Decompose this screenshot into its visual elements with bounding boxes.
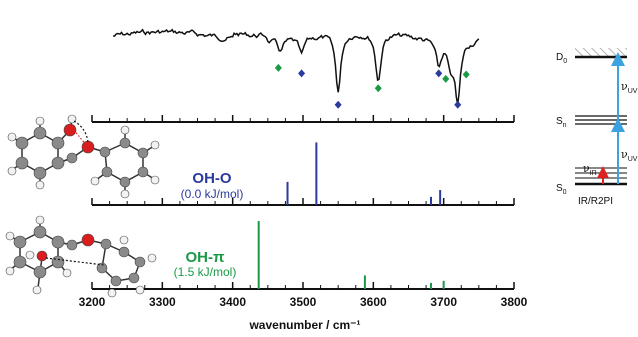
- conformer-oh-pi-label: OH-π: [186, 249, 225, 266]
- scheme-label: IR/R2PI: [578, 196, 613, 207]
- uv-arrow-lower: [611, 118, 625, 132]
- tick-label: 3200: [79, 295, 106, 309]
- molecule-oh-o-structure: [11, 119, 155, 193]
- calculated-stick-spectra: [257, 142, 445, 289]
- tick-label: 3600: [360, 295, 387, 309]
- assignment-marker-green: [274, 63, 282, 72]
- assignment-marker-blue: [298, 69, 306, 78]
- experimental-spectrum: [113, 28, 480, 105]
- assignment-marker-green: [442, 74, 450, 83]
- tick-label: 3700: [430, 295, 457, 309]
- d0-continuum-hatch: [575, 48, 627, 56]
- energy-level-diagram: D0 Sn S0 νUV νUV νIR IR/R2PI: [556, 48, 638, 207]
- axes: 3200 3300 3400 3500 3600 3700 3800 wavenumber …: [79, 115, 528, 332]
- sn-label: Sn: [556, 116, 567, 129]
- tick-label: 3400: [219, 295, 246, 309]
- assignment-marker-blue: [454, 100, 462, 109]
- tick-label: 3500: [290, 295, 317, 309]
- uv-arrow-upper: [611, 52, 625, 66]
- molecule-oh-o-hbond: [73, 120, 89, 143]
- nu-uv-lower-label: νUV: [621, 148, 638, 163]
- axis-tick-labels: 3200 3300 3400 3500 3600 3700 3800: [79, 295, 528, 309]
- ir-arrow: [597, 166, 609, 178]
- x-axis-label: wavenumber / cm⁻¹: [248, 318, 360, 332]
- nu-uv-upper-label: νUV: [621, 80, 638, 95]
- assignment-marker-blue: [435, 69, 443, 78]
- d0-label: D0: [556, 52, 567, 65]
- assignment-marker-blue: [334, 100, 342, 109]
- axis-ticks: [91, 115, 515, 289]
- molecule-oh-o-atoms: [7, 114, 160, 199]
- tick-label: 3800: [501, 295, 528, 309]
- conformer-oh-o-energy: (0.0 kJ/mol): [181, 187, 244, 201]
- molecule-oh-pi-hbond: [45, 257, 105, 266]
- conformer-oh-pi-energy: (1.5 kJ/mol): [174, 265, 237, 279]
- nu-ir-label: νIR: [583, 162, 597, 177]
- s0-label: S0: [556, 183, 567, 196]
- conformer-oh-o-label: OH-O: [192, 170, 231, 187]
- molecule-oh-pi-atoms: [5, 215, 157, 298]
- assignment-marker-green: [462, 70, 470, 79]
- assignment-markers: [274, 63, 470, 109]
- experimental-trace: [113, 28, 480, 105]
- tick-label: 3300: [149, 295, 176, 309]
- assignment-marker-green: [374, 84, 382, 93]
